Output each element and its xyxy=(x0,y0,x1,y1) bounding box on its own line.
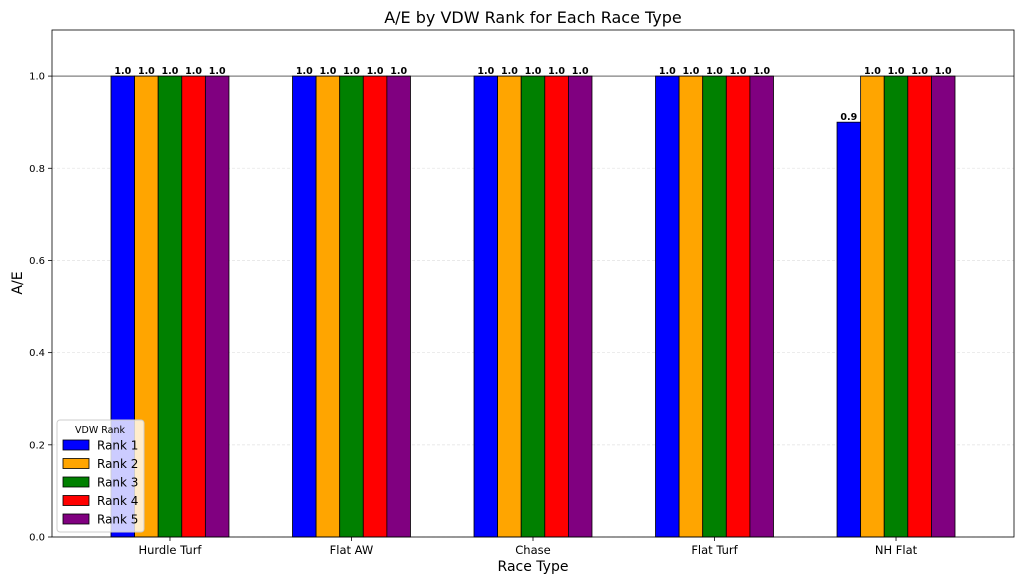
data-label: 1.0 xyxy=(572,66,589,77)
data-label: 1.0 xyxy=(138,66,155,77)
x-tick-label: Flat Turf xyxy=(691,543,738,557)
plot-frame xyxy=(51,29,1015,538)
bar xyxy=(907,75,932,538)
bar xyxy=(520,75,546,538)
data-label: 1.0 xyxy=(864,66,881,77)
bar xyxy=(339,75,364,538)
legend: VDW Rank Rank 1 Rank 2 Rank 3 Rank 4 Rank 5 xyxy=(56,419,145,533)
bar xyxy=(181,75,206,538)
legend-swatch xyxy=(62,495,90,506)
bar xyxy=(497,75,522,538)
data-label: 1.0 xyxy=(162,66,179,77)
data-label: 1.0 xyxy=(730,66,747,77)
legend-swatch xyxy=(62,439,90,451)
data-label: 1.0 xyxy=(367,66,384,77)
bar xyxy=(567,75,593,538)
y-tick-label: 0.4 xyxy=(29,348,45,359)
data-label: 1.0 xyxy=(296,66,313,77)
data-label: 0.9 xyxy=(840,112,857,123)
legend-label: Rank 1 xyxy=(97,439,138,453)
bar xyxy=(544,75,569,538)
chart-title: A/E by VDW Rank for Each Race Type xyxy=(384,8,682,27)
legend-swatch xyxy=(62,513,90,525)
bar xyxy=(725,75,751,538)
bar xyxy=(157,75,183,538)
bar xyxy=(473,75,499,538)
bar xyxy=(204,75,230,538)
y-tick-label: 0.2 xyxy=(29,440,45,451)
x-tick-label: NH Flat xyxy=(875,543,918,557)
bar xyxy=(749,75,774,538)
y-axis-label: A/E xyxy=(10,271,26,294)
bar xyxy=(678,75,704,538)
data-label: 1.0 xyxy=(477,66,494,77)
bar xyxy=(702,75,727,538)
data-label: 1.0 xyxy=(319,66,336,77)
bars xyxy=(110,75,956,538)
legend-title: VDW Rank xyxy=(75,425,125,436)
data-label: 1.0 xyxy=(706,66,723,77)
bar xyxy=(931,75,956,538)
legend-label: Rank 3 xyxy=(97,476,138,490)
data-label: 1.0 xyxy=(501,66,518,77)
bar xyxy=(386,75,411,538)
x-axis-label: Race Type xyxy=(498,559,569,575)
bar xyxy=(315,75,341,538)
x-tick-label: Flat AW xyxy=(330,543,374,557)
data-label: 1.0 xyxy=(343,66,360,77)
data-label: 1.0 xyxy=(390,66,407,77)
bar xyxy=(860,75,885,538)
y-tick-label: 0.8 xyxy=(29,164,45,175)
x-tick-label: Chase xyxy=(515,543,550,557)
bar xyxy=(362,75,388,538)
data-label: 1.0 xyxy=(525,66,542,77)
legend-label: Rank 4 xyxy=(97,494,138,508)
bar xyxy=(655,75,680,538)
x-tick-label: Hurdle Turf xyxy=(138,543,202,557)
data-label: 1.0 xyxy=(911,66,928,77)
data-label: 1.0 xyxy=(548,66,565,77)
legend-items: Rank 1 Rank 2 Rank 3 Rank 4 Rank 5 xyxy=(62,439,138,527)
legend-label: Rank 5 xyxy=(97,513,138,527)
data-label: 1.0 xyxy=(659,66,676,77)
bar xyxy=(292,75,317,538)
y-tick-label: 1.0 xyxy=(29,72,45,83)
legend-label: Rank 2 xyxy=(97,457,138,471)
data-label: 1.0 xyxy=(682,66,699,77)
data-labels: 1.0 1.0 1.0 1.0 1.0 1.0 1.0 1.0 1.0 1.0 1.0 1.0 1.0 1… xyxy=(114,66,952,123)
data-label: 1.0 xyxy=(935,66,952,77)
data-label: 1.0 xyxy=(185,66,202,77)
y-tick-label: 0.0 xyxy=(29,533,45,544)
data-label: 1.0 xyxy=(888,66,905,77)
legend-swatch xyxy=(62,476,90,488)
data-label: 1.0 xyxy=(209,66,226,77)
bar xyxy=(883,75,909,538)
legend-swatch xyxy=(62,458,90,469)
bar xyxy=(836,121,862,538)
data-label: 1.0 xyxy=(753,66,770,77)
y-tick-label: 0.6 xyxy=(29,256,45,267)
data-label: 1.0 xyxy=(114,66,131,77)
x-axis: Hurdle Turf Flat AW Chase Flat Turf NH Flat xyxy=(138,537,918,557)
y-axis: 0.0 0.2 0.4 0.6 0.8 1.0 xyxy=(29,72,52,544)
